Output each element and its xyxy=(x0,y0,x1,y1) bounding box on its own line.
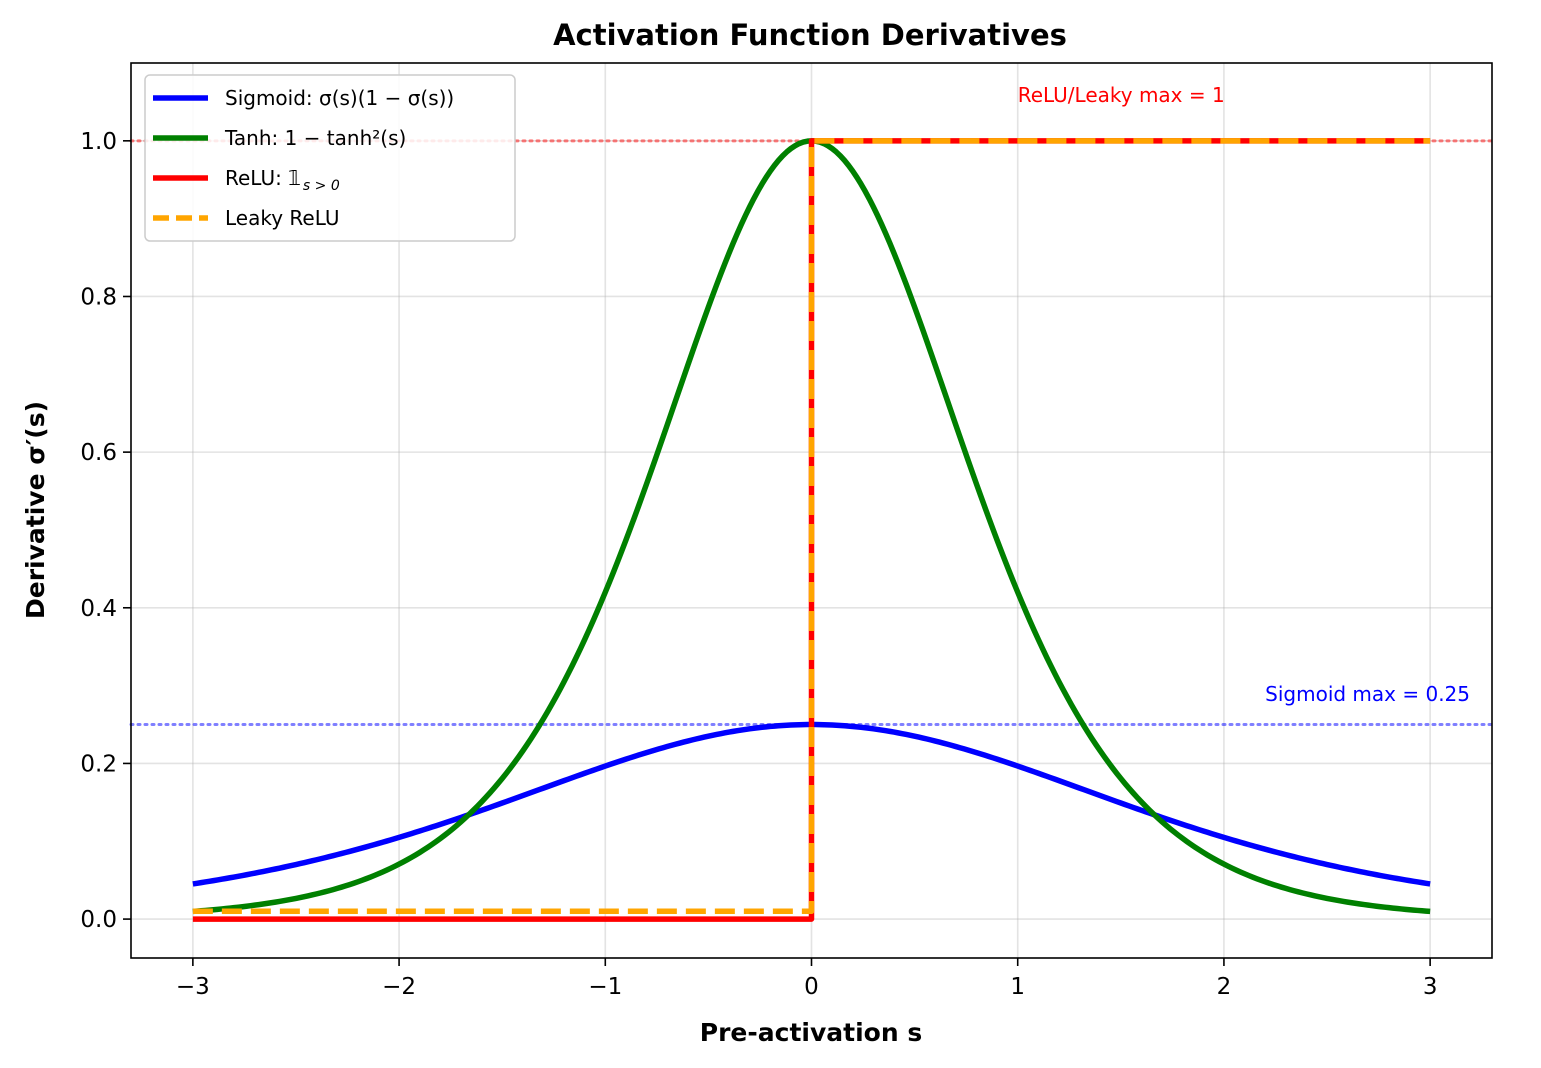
x-axis-label: Pre-activation s xyxy=(700,1018,922,1047)
legend-subscript: s > 0 xyxy=(303,178,340,194)
y-tick-label: 1.0 xyxy=(80,129,117,155)
series-line-leaky-relu xyxy=(192,138,1431,915)
x-tick-label: −1 xyxy=(588,974,622,1000)
y-tick-label: 0.0 xyxy=(80,907,117,933)
y-axis-label: Derivative σ′(s) xyxy=(21,401,50,619)
y-tick-label: 0.4 xyxy=(80,596,117,622)
x-tick-label: 3 xyxy=(1423,974,1438,1000)
y-tick-label: 0.8 xyxy=(80,284,117,310)
ticks: −3 −2 −1 0 1 2 3 0.0 0.2 0.4 0.6 0.8 1.0 xyxy=(80,129,1437,1000)
legend-label: Tanh: 1 − tanh²(s) xyxy=(224,126,406,150)
y-tick-label: 0.6 xyxy=(80,440,117,466)
y-tick-label: 0.2 xyxy=(80,751,117,777)
legend-label: Sigmoid: σ(s)(1 − σ(s)) xyxy=(225,86,454,110)
legend: Sigmoid: σ(s)(1 − σ(s)) Tanh: 1 − tanh²(s… xyxy=(144,74,516,242)
x-tick-label: −3 xyxy=(176,974,210,1000)
x-tick-label: 1 xyxy=(1010,974,1025,1000)
annotations: ReLU/Leaky max = 1 Sigmoid max = 0.25 xyxy=(1018,83,1470,706)
x-tick-label: −2 xyxy=(382,974,416,1000)
annotation-label: Sigmoid max = 0.25 xyxy=(1265,682,1470,706)
legend-box xyxy=(144,74,516,242)
annotation-label: ReLU/Leaky max = 1 xyxy=(1018,83,1225,107)
x-tick-label: 2 xyxy=(1217,974,1232,1000)
chart-title: Activation Function Derivatives xyxy=(553,18,1067,52)
legend-label: Leaky ReLU xyxy=(225,206,340,230)
series-lines xyxy=(192,138,1431,922)
x-tick-label: 0 xyxy=(804,974,819,1000)
